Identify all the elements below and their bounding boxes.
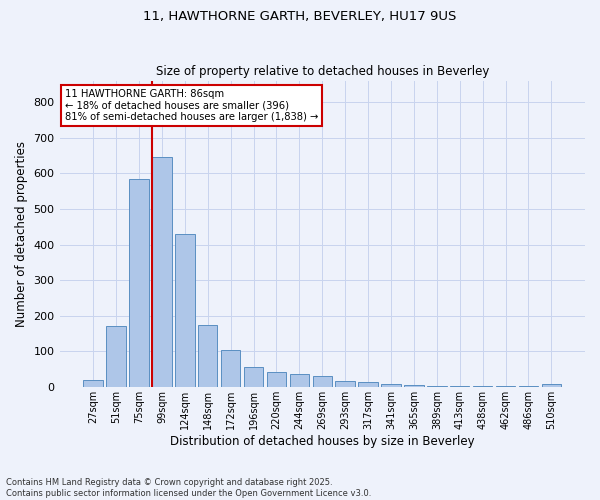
Text: Contains HM Land Registry data © Crown copyright and database right 2025.
Contai: Contains HM Land Registry data © Crown c… [6, 478, 371, 498]
Text: 11, HAWTHORNE GARTH, BEVERLEY, HU17 9US: 11, HAWTHORNE GARTH, BEVERLEY, HU17 9US [143, 10, 457, 23]
Y-axis label: Number of detached properties: Number of detached properties [15, 141, 28, 327]
Bar [358, 382, 378, 387]
Bar [198, 324, 217, 387]
Bar [129, 179, 149, 387]
Bar [152, 158, 172, 387]
Bar [83, 380, 103, 387]
Bar [106, 326, 126, 387]
Bar [221, 350, 241, 387]
Text: 11 HAWTHORNE GARTH: 86sqm
← 18% of detached houses are smaller (396)
81% of semi: 11 HAWTHORNE GARTH: 86sqm ← 18% of detac… [65, 88, 318, 122]
Bar [290, 374, 309, 387]
Bar [244, 367, 263, 387]
Bar [175, 234, 194, 387]
Bar [542, 384, 561, 387]
Bar [381, 384, 401, 387]
Bar [335, 380, 355, 387]
X-axis label: Distribution of detached houses by size in Beverley: Distribution of detached houses by size … [170, 434, 475, 448]
Title: Size of property relative to detached houses in Beverley: Size of property relative to detached ho… [155, 66, 489, 78]
Bar [404, 386, 424, 387]
Bar [450, 386, 469, 387]
Bar [267, 372, 286, 387]
Bar [427, 386, 446, 387]
Bar [313, 376, 332, 387]
